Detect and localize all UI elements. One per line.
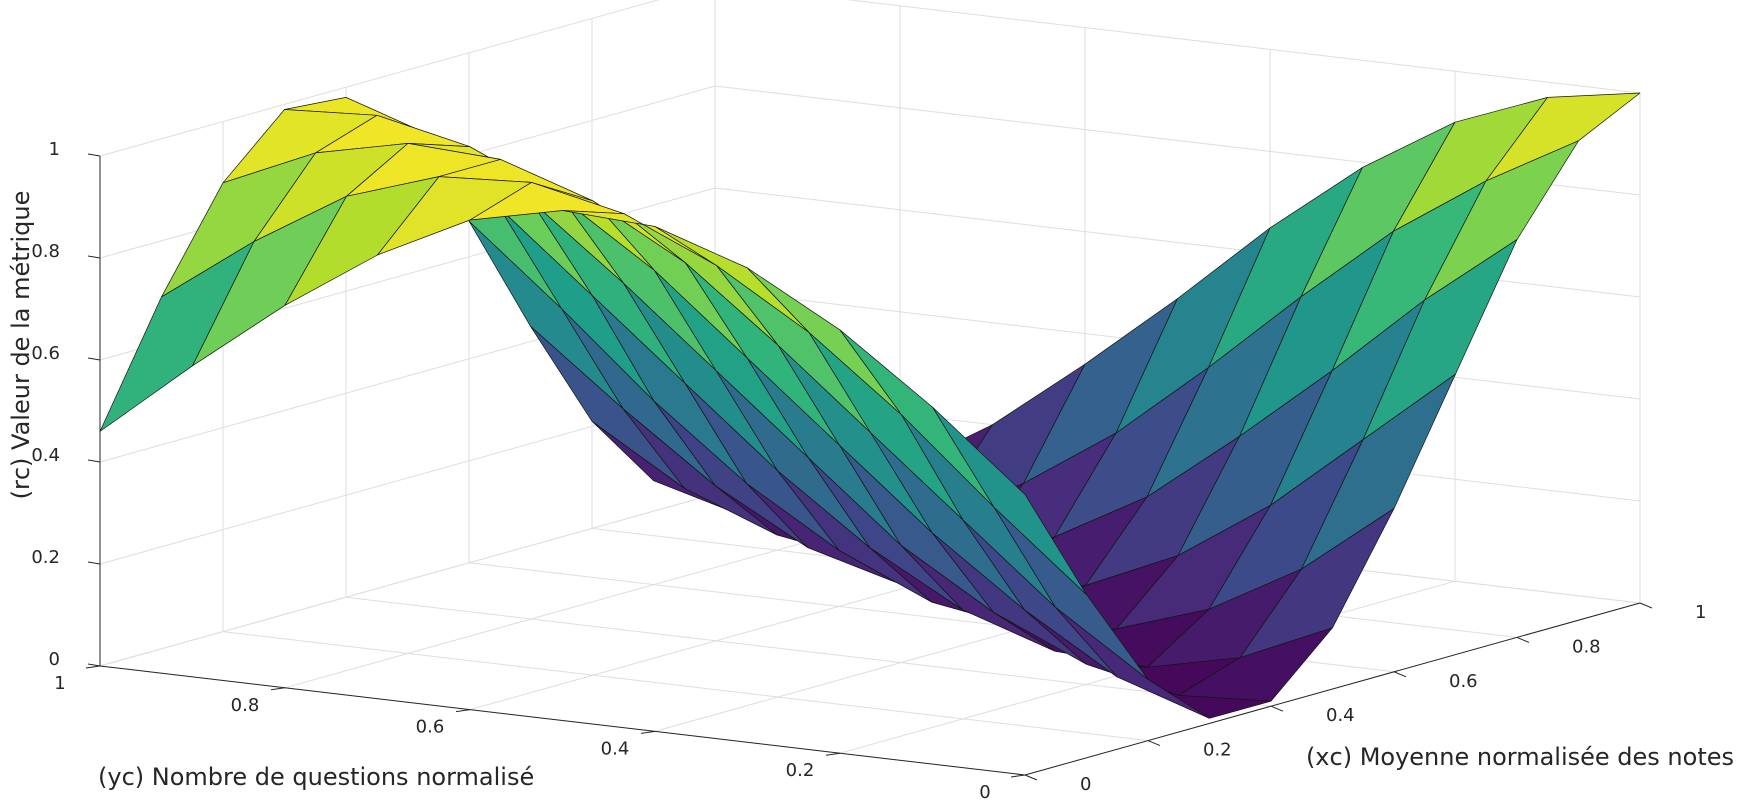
z-tick — [87, 663, 101, 667]
grid-line — [846, 0, 1641, 94]
z-tick — [87, 255, 101, 259]
z-tick-label: 0.4 — [31, 445, 60, 466]
x-tick-label: 0 — [1080, 774, 1091, 795]
x-tick-label: 0.2 — [1203, 740, 1232, 761]
y-tick — [825, 752, 841, 756]
x-tick-label: 0.8 — [1572, 636, 1601, 657]
x-axis-label: (xᴄ) Moyenne normalisée des notes — [1306, 743, 1734, 771]
y-tick — [455, 709, 471, 713]
y-axis-label: (yᴄ) Nombre de questions normalisé — [98, 763, 534, 791]
x-axis — [1024, 602, 1641, 776]
z-axis-label: (rᴄ) Valeur de la métrique — [7, 191, 35, 500]
z-tick-label: 0.8 — [31, 241, 60, 262]
z-tick-label: 1 — [49, 139, 60, 160]
grid-line — [222, 631, 1149, 742]
grid-line — [284, 515, 901, 689]
y-axis — [99, 665, 1026, 776]
x-tick — [1270, 705, 1284, 712]
y-tick-label: 1 — [54, 673, 65, 694]
z-tick-label: 0.2 — [31, 547, 60, 568]
z-tick-label: 0.6 — [31, 343, 60, 364]
x-tick — [1147, 740, 1161, 747]
x-tick — [1393, 671, 1407, 678]
grid-line — [99, 493, 716, 667]
y-tick — [85, 665, 101, 669]
y-tick-label: 0.4 — [601, 738, 630, 759]
z-tick-label: 0 — [49, 649, 60, 670]
y-tick — [1010, 774, 1026, 778]
y-tick — [640, 730, 656, 734]
surface-patch — [932, 406, 1087, 595]
grid-line — [99, 0, 660, 157]
y-tick-label: 0.2 — [786, 760, 815, 781]
y-tick-label: 0.6 — [416, 717, 445, 738]
x-tick — [1024, 774, 1038, 781]
y-tick-label: 0.8 — [231, 695, 260, 716]
x-tick — [1516, 636, 1530, 643]
x-tick — [1639, 602, 1653, 609]
x-tick-label: 0.4 — [1326, 705, 1355, 726]
z-tick — [87, 561, 101, 565]
x-tick-label: 0.6 — [1449, 671, 1478, 692]
z-tick — [87, 357, 101, 361]
grid-line — [345, 596, 1272, 707]
y-tick-label: 0 — [979, 782, 990, 803]
y-tick — [270, 687, 286, 691]
x-tick-label: 1 — [1695, 602, 1706, 623]
z-tick — [87, 153, 101, 157]
z-tick — [87, 459, 101, 463]
